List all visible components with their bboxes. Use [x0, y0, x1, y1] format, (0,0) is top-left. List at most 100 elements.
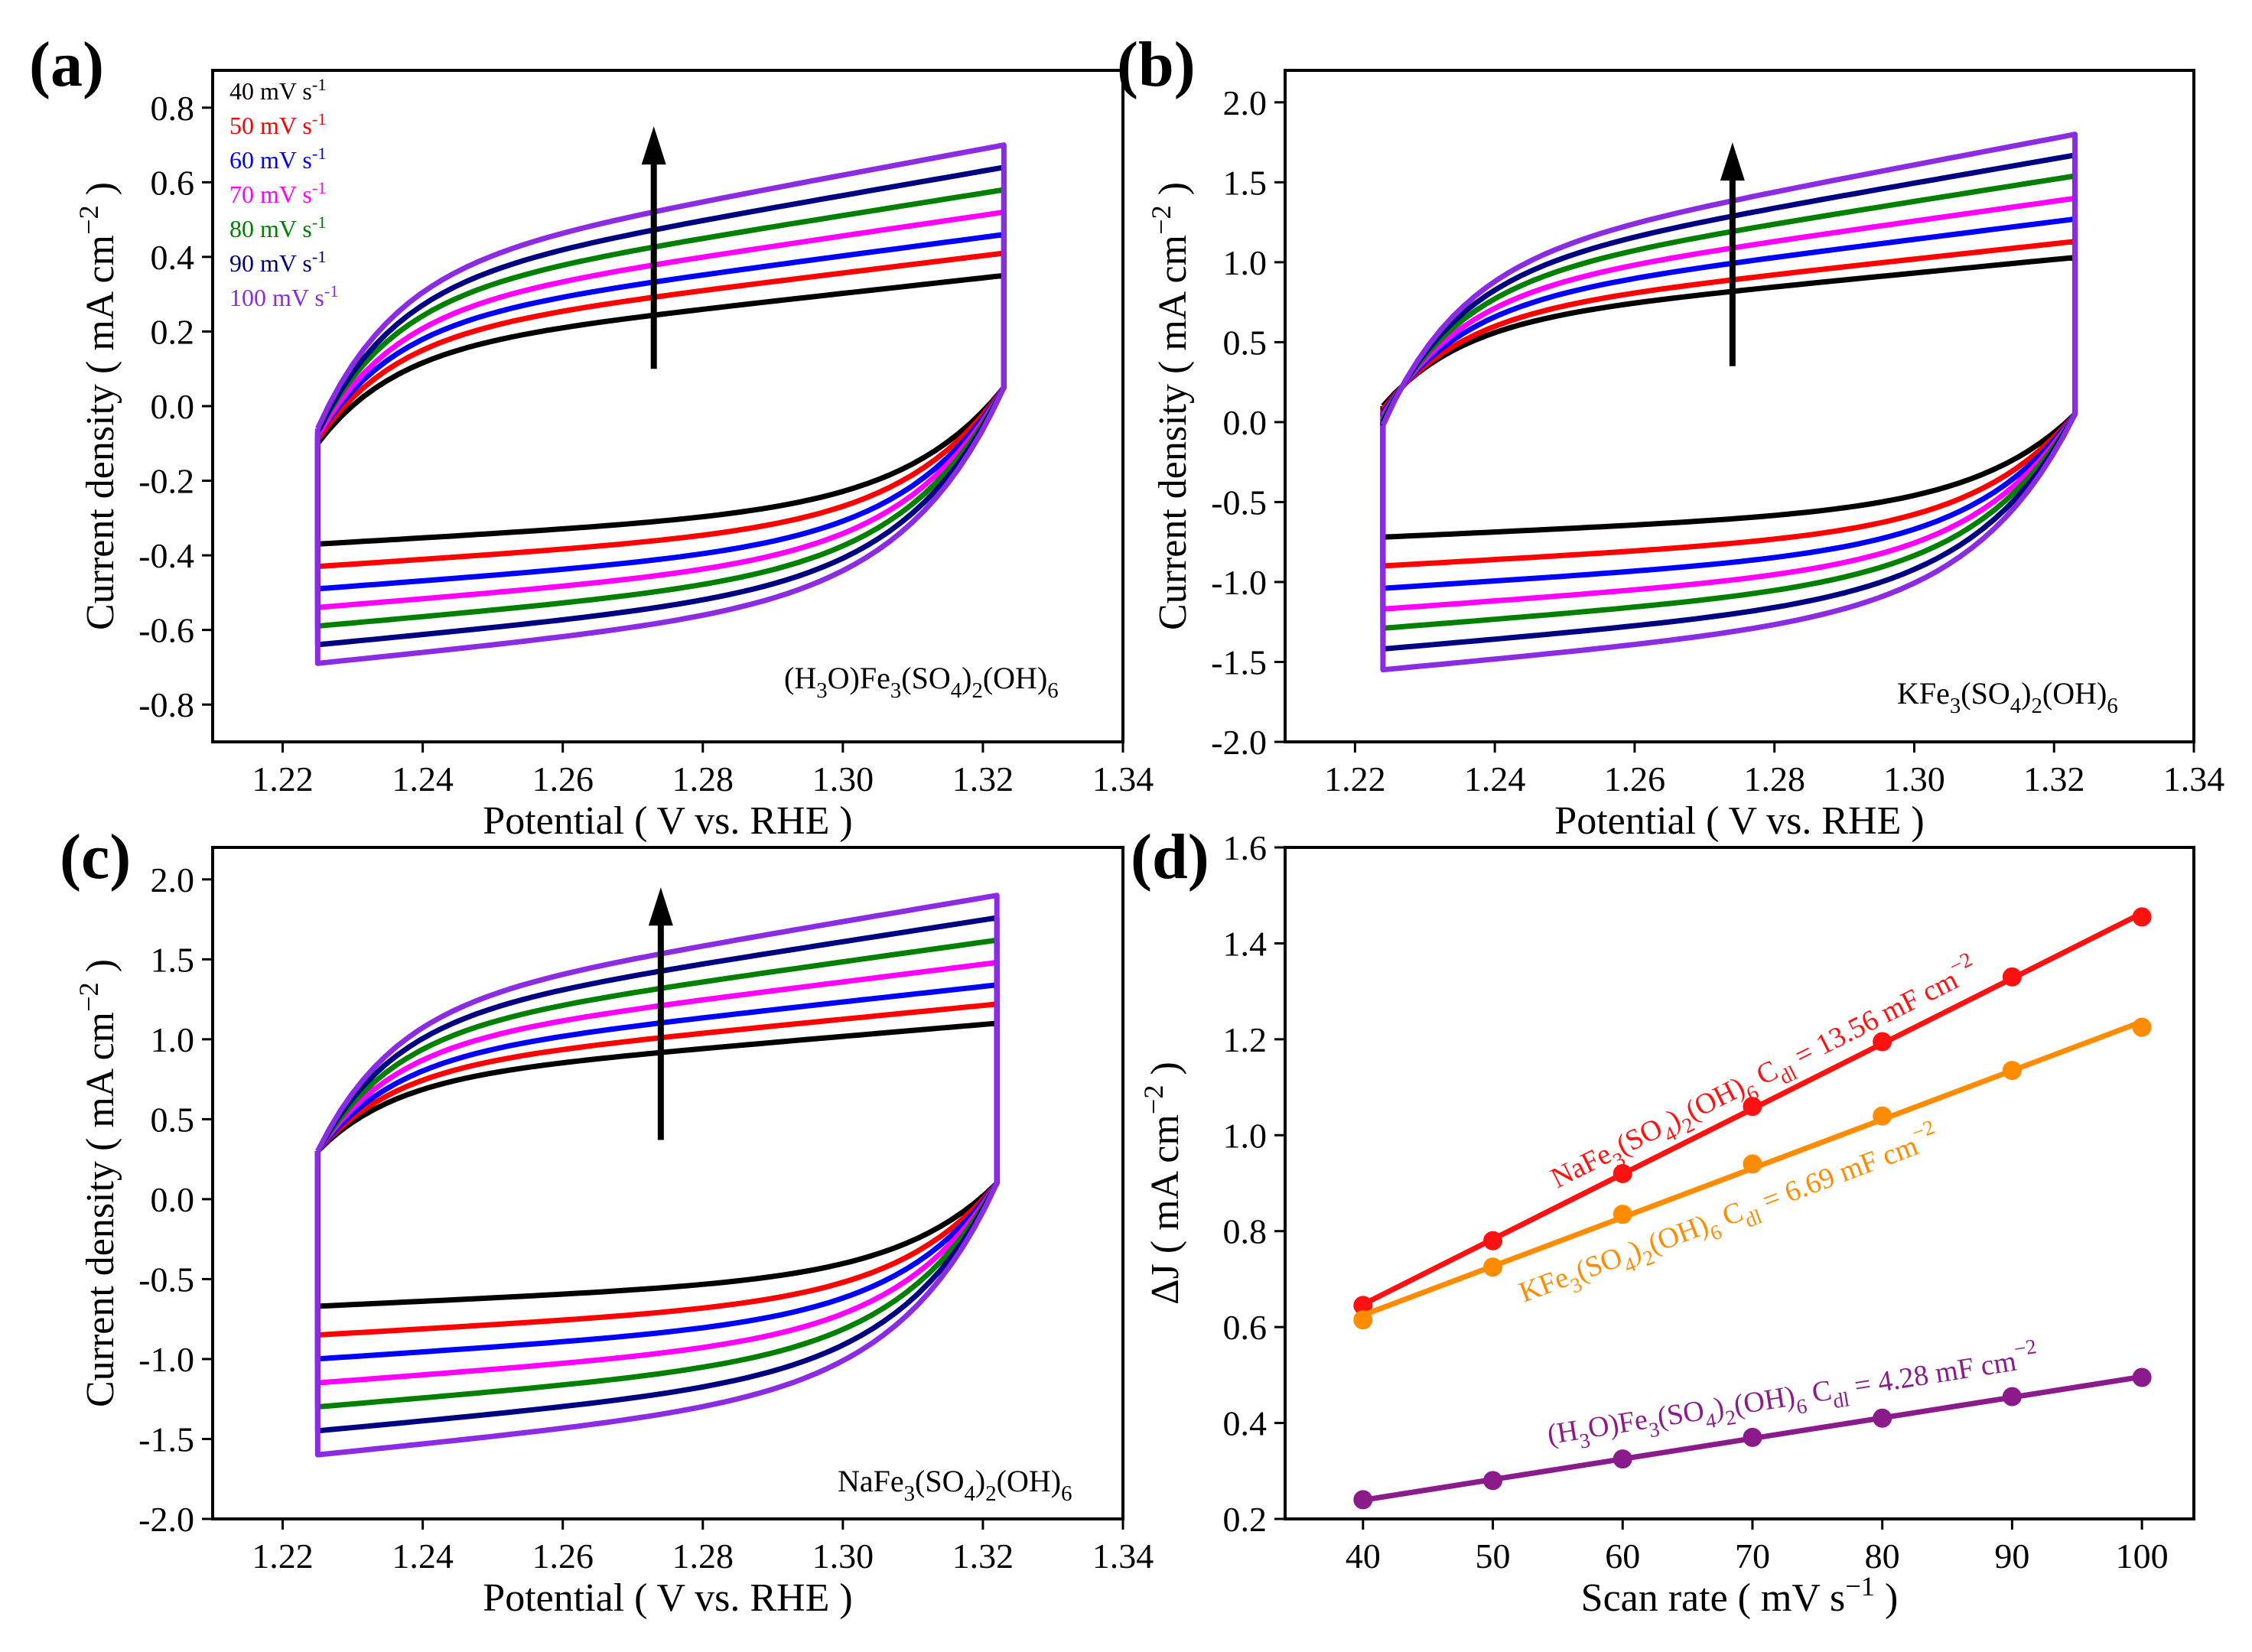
sample-label-part: (OH)	[997, 1464, 1061, 1498]
fit-label-part: dl	[1831, 1387, 1851, 1413]
y-axis-label-end: )	[79, 182, 122, 205]
x-axis-label: Scan rate ( mV s−1 )	[1581, 1571, 1899, 1620]
x-axis-label-text: Potential ( V vs. RHE )	[1554, 799, 1924, 843]
y-tick-label: -0.4	[138, 536, 194, 575]
y-axis-label: Current density ( mA cm−2 )	[73, 182, 122, 630]
legend-entry-sup: -1	[312, 144, 327, 163]
legend-entry-text: 70 mV s	[229, 180, 312, 208]
fit-label-part: (OH)	[1644, 1208, 1713, 1260]
data-point	[2132, 1017, 2152, 1037]
legend-entry: 90 mV s-1	[229, 247, 327, 277]
y-axis-label-end: )	[1144, 1062, 1187, 1085]
y-tick-label: 0.0	[1223, 403, 1268, 442]
y-tick-label: 0.8	[1223, 1212, 1268, 1251]
plot-frame	[1284, 846, 2195, 1520]
y-tick-label: 0.5	[1223, 323, 1268, 362]
fit-label-part: (OH)	[1681, 1071, 1750, 1127]
data-point	[1483, 1231, 1503, 1250]
y-tick-label: -0.5	[138, 1260, 194, 1299]
y-tick-label: 2.0	[151, 860, 195, 899]
legend-entry-text: 60 mV s	[229, 146, 312, 174]
sample-label-part: (SO	[1961, 676, 2010, 711]
y-tick-label: -1.5	[138, 1419, 194, 1459]
y-axis-label-sup: −2	[73, 982, 104, 1012]
y-tick-label: 1.0	[1223, 1116, 1268, 1155]
data-point	[2002, 1387, 2022, 1406]
legend: 40 mV s-150 mV s-160 mV s-170 mV s-180 m…	[229, 75, 339, 311]
y-tick-label: 2.0	[1223, 83, 1268, 122]
x-tick-label: 1.22	[252, 1537, 314, 1576]
x-axis-label: Potential ( V vs. RHE )	[483, 799, 852, 843]
plot-frame	[1284, 69, 2195, 743]
legend-entry-text: 50 mV s	[229, 112, 312, 139]
panel-c: (c) 1.22 1.24 1.26 1.28 1.30 1.32 1.34 -2.0 -1.5 -…	[60, 821, 1154, 1620]
legend-entry-sup: -1	[312, 75, 327, 94]
y-axis-label-text: Current density ( mA cm	[79, 235, 122, 630]
x-tick-label: 1.32	[2023, 759, 2085, 798]
sample-label-part: 2	[2031, 694, 2042, 718]
y-axis-label-sup: −2	[73, 205, 104, 235]
fit-label: (H3O)Fe3(SO4)2(OH)6 Cdl = 4.28 mF cm−2	[1544, 1335, 2041, 1458]
legend-entry-sup: -1	[312, 213, 327, 232]
x-tick-label: 1.32	[952, 1537, 1014, 1576]
fit-label-part: NaFe	[1546, 1138, 1616, 1195]
data-point	[1483, 1257, 1503, 1277]
cv-curve-100-mV-s-1	[314, 142, 1007, 666]
panel-letter: (d)	[1131, 821, 1209, 893]
scan-rate-arrowhead	[648, 887, 673, 926]
y-tick-label: -0.2	[138, 462, 194, 501]
cv-curve-100-mV-s-1	[314, 893, 1000, 1458]
data-point	[1613, 1205, 1632, 1224]
x-tick-label: 1.34	[1092, 759, 1154, 798]
legend-entry-sup: -1	[324, 281, 339, 301]
fit-label-part: KFe	[1515, 1261, 1573, 1309]
x-tick-label: 1.26	[532, 1537, 594, 1576]
fit-label-part: (H	[1545, 1414, 1580, 1451]
sample-label-part: 6	[2107, 694, 2117, 718]
x-tick-label: 80	[1865, 1537, 1900, 1576]
x-axis-label: Potential ( V vs. RHE )	[483, 1576, 852, 1620]
sample-label-part: )	[962, 661, 971, 695]
fit-label-part: O)Fe	[1586, 1403, 1650, 1445]
y-tick-label: 1.0	[1223, 243, 1268, 282]
legend-entry-sup: -1	[312, 109, 327, 128]
cv-curve-90-mV-s-1	[1380, 152, 2078, 652]
x-tick-label: 50	[1476, 1537, 1511, 1576]
legend-entry: 70 mV s-1	[229, 178, 327, 208]
panel-letter: (a)	[29, 29, 104, 100]
x-tick-label: 1.34	[2163, 759, 2225, 798]
x-tick-label: 70	[1735, 1537, 1770, 1576]
panel-a: (a) 1.22 1.24 1.26 1.28 1.30 1.32 1.34 -0.8 -0.6 -…	[29, 29, 1154, 843]
x-tick-label: 1.22	[252, 759, 314, 798]
sample-label-part: 4	[2010, 694, 2021, 718]
y-tick-label: 0.8	[151, 89, 195, 128]
data-point	[1873, 1106, 1892, 1126]
fit-label-part: (OH)	[1732, 1380, 1798, 1421]
legend-entry-text: 90 mV s	[229, 249, 312, 277]
fit-label-part: C	[1802, 1374, 1834, 1410]
sample-label-part: 4	[965, 1481, 975, 1506]
legend-entry: 50 mV s-1	[229, 109, 327, 139]
scan-rate-arrowhead	[641, 126, 666, 165]
legend-entry-text: 40 mV s	[229, 77, 312, 105]
x-tick-label: 1.28	[1743, 759, 1805, 798]
fit-label-part: 6	[1795, 1394, 1808, 1419]
y-tick-label: -1.0	[138, 1340, 194, 1379]
y-tick-label: -1.0	[1211, 563, 1267, 602]
fit-label-part: (SO	[1655, 1394, 1707, 1433]
sample-label-part: 4	[951, 678, 962, 703]
x-tick-label: 1.22	[1324, 759, 1386, 798]
fit-label-part: 3	[1647, 1418, 1661, 1442]
y-tick-label: -2.0	[1211, 723, 1267, 762]
sample-label-part: 2	[985, 1481, 996, 1506]
x-axis-label-text: Potential ( V vs. RHE )	[483, 1576, 852, 1620]
sample-label-part: 3	[904, 1481, 915, 1506]
y-tick-label: -0.8	[138, 685, 194, 724]
sample-label: KFe3(SO4)2(OH)6	[1897, 676, 2118, 718]
data-point	[2132, 907, 2152, 927]
legend-entry-sup: -1	[312, 178, 327, 197]
x-tick-label: 1.24	[392, 759, 454, 798]
y-axis-label: Current density ( mA cm−2 )	[1146, 182, 1195, 630]
panel-letter: (b)	[1117, 29, 1196, 100]
sample-label-part: 6	[1061, 1481, 1072, 1506]
